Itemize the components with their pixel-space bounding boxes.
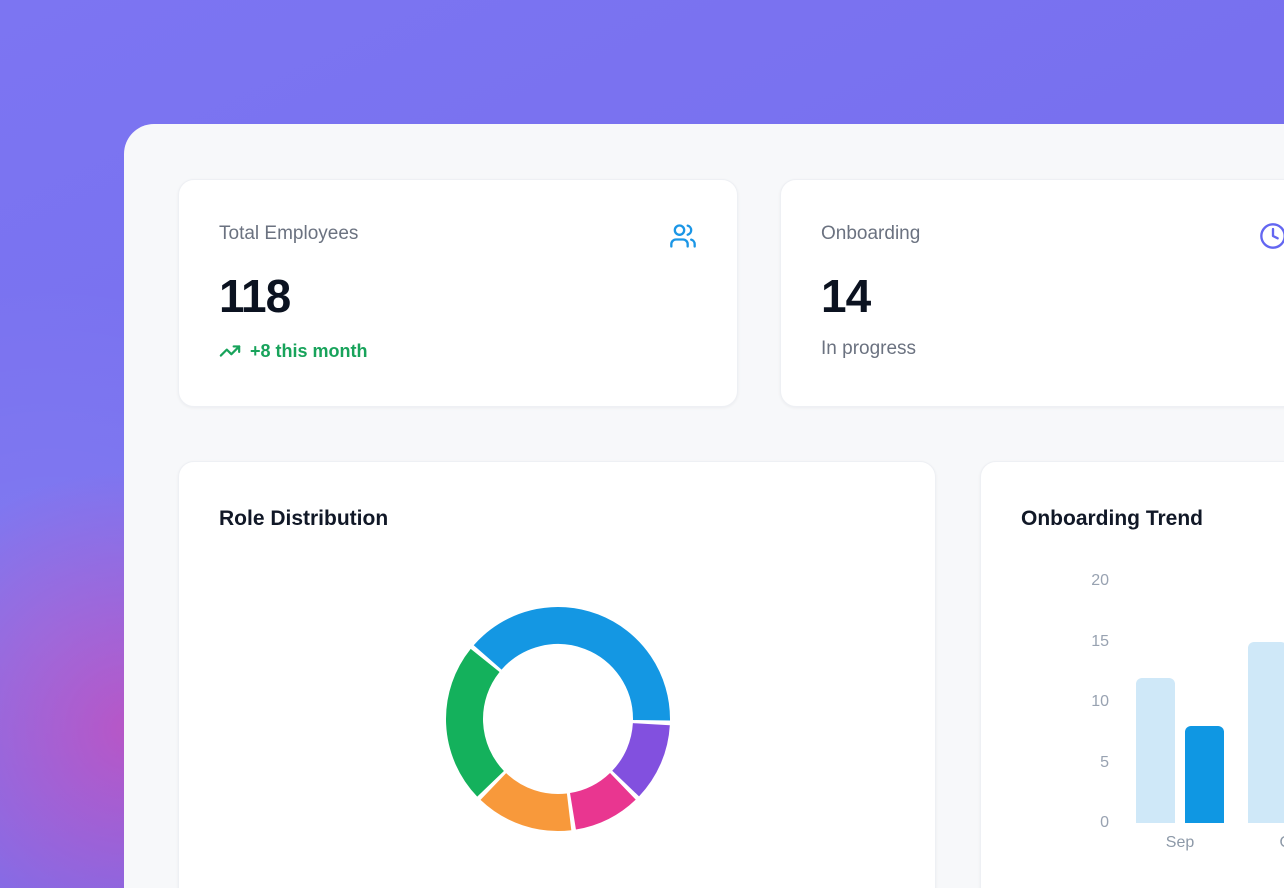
y-axis-tick-label: 0 <box>1100 814 1109 831</box>
users-icon <box>669 222 697 250</box>
stat-value: 14 <box>821 270 871 322</box>
chart-card-onboarding-trend: Onboarding Trend 0 5 10 15 20 Sep Oct <box>980 461 1284 888</box>
onboarding-trend-bar-chart[interactable]: 0 5 10 15 20 Sep Oct <box>981 462 1284 888</box>
donut-segment-purple[interactable] <box>611 722 670 797</box>
main-content-panel: Total Employees 118 +8 this month <box>124 124 1284 888</box>
stat-label: Total Employees <box>219 223 359 244</box>
y-axis-tick-label: 10 <box>1091 693 1109 710</box>
stat-trend: +8 this month <box>219 340 697 362</box>
bar-oct-series-1[interactable] <box>1248 641 1284 823</box>
donut-segment-blue[interactable] <box>473 607 670 721</box>
donut-segment-pink[interactable] <box>569 772 636 830</box>
stat-card-header: Onboarding <box>821 222 1284 250</box>
donut-segment-green[interactable] <box>446 648 505 797</box>
clock-icon <box>1259 222 1284 250</box>
y-axis-tick-label: 5 <box>1100 753 1109 771</box>
x-axis-category-label: Oct <box>1252 834 1284 852</box>
stat-subtitle: In progress <box>821 338 917 359</box>
y-axis-tick-label: 20 <box>1091 572 1109 589</box>
stat-trend-text: +8 this month <box>250 340 368 361</box>
trending-up-icon <box>219 345 241 357</box>
chart-title: Role Distribution <box>219 507 389 530</box>
donut-segment-orange[interactable] <box>480 772 572 831</box>
bar-sep-series-2[interactable] <box>1185 726 1224 823</box>
chart-card-role-distribution: Role Distribution <box>178 461 936 888</box>
stat-card-header: Total Employees <box>219 222 697 250</box>
stat-card-total-employees: Total Employees 118 +8 this month <box>178 179 738 407</box>
bar-sep-series-1[interactable] <box>1136 677 1175 823</box>
role-distribution-donut-chart[interactable] <box>438 599 678 839</box>
stat-value: 118 <box>219 270 291 322</box>
chart-title: Onboarding Trend <box>1021 507 1203 530</box>
x-axis-category-label: Sep <box>1165 834 1195 851</box>
stat-label: Onboarding <box>821 223 921 244</box>
stat-card-onboarding: Onboarding 14 In progress <box>780 179 1284 407</box>
y-axis-tick-label: 15 <box>1091 632 1109 650</box>
